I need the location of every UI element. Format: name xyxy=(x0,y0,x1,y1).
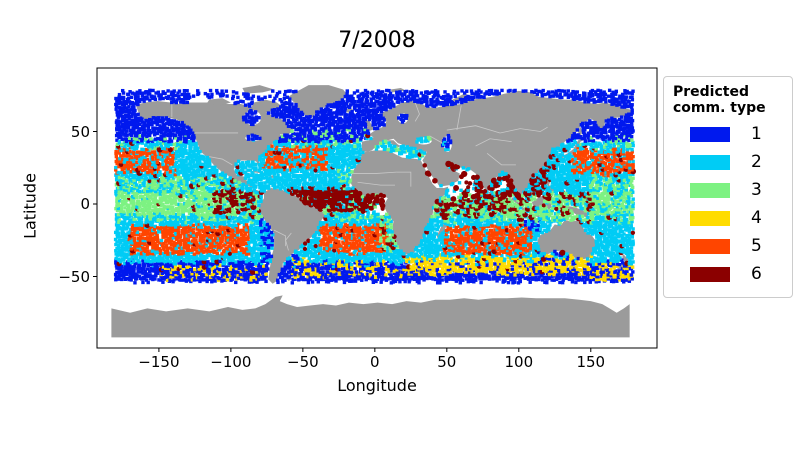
legend-entry-5: 5 xyxy=(673,232,784,260)
x-tick-label: 0 xyxy=(370,353,380,371)
legend-entry-4: 4 xyxy=(673,204,784,232)
legend-label-class-1: 1 xyxy=(751,124,762,145)
x-tick-label: 100 xyxy=(504,353,534,371)
legend-swatch-class-6 xyxy=(690,266,730,282)
legend-entry-1: 1 xyxy=(673,120,784,148)
legend-label-class-3: 3 xyxy=(751,180,762,201)
x-tick-label: 50 xyxy=(437,353,457,371)
x-axis-label: Longitude xyxy=(337,376,417,395)
x-tick-label: −100 xyxy=(210,353,252,371)
legend-entry-3: 3 xyxy=(673,176,784,204)
x-tick-label: 150 xyxy=(576,353,606,371)
y-tick-label: −50 xyxy=(58,267,90,286)
x-tick-label: −50 xyxy=(287,353,319,371)
legend-label-class-5: 5 xyxy=(751,236,762,257)
legend: Predicted comm. type 1 2 3 4 5 6 xyxy=(663,76,793,299)
legend-entry-6: 6 xyxy=(673,260,784,288)
legend-title: Predicted comm. type xyxy=(673,84,766,117)
legend-swatch-class-2 xyxy=(690,154,730,170)
legend-swatch-class-5 xyxy=(690,238,730,254)
y-tick-label: 0 xyxy=(80,195,90,213)
legend-label-class-4: 4 xyxy=(751,208,762,229)
y-axis-label: Latitude xyxy=(20,173,40,239)
x-tick-label: −150 xyxy=(138,353,180,371)
legend-swatch-class-1 xyxy=(690,126,730,142)
legend-label-class-2: 2 xyxy=(751,152,762,173)
legend-swatch-class-4 xyxy=(690,210,730,226)
y-tick-label: 50 xyxy=(70,122,90,141)
legend-label-class-6: 6 xyxy=(751,264,762,285)
legend-entry-2: 2 xyxy=(673,148,784,176)
plot-title: 7/2008 xyxy=(338,28,416,53)
legend-swatch-class-3 xyxy=(690,182,730,198)
